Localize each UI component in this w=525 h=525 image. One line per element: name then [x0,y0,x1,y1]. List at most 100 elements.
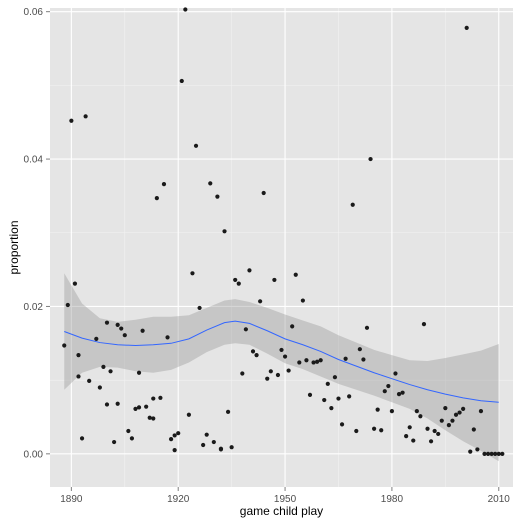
data-point [304,358,309,363]
x-tick-label: 1950 [274,494,297,505]
data-point [471,427,476,432]
data-point [439,418,444,423]
data-point [76,352,81,358]
y-tick-label: 0.06 [24,7,44,18]
data-point [432,428,437,434]
y-tick-label: 0.00 [24,449,44,460]
data-point [247,268,252,273]
data-point [425,426,430,431]
data-point [375,407,380,412]
x-tick-label: 1890 [60,494,83,505]
data-point [428,439,434,444]
data-point [485,451,491,456]
data-point [218,446,224,451]
data-point [108,369,113,374]
data-point [339,422,345,427]
data-point [172,448,177,453]
data-point [176,431,181,436]
data-point [136,370,142,375]
data-point [318,358,323,363]
data-point [186,412,191,417]
x-axis-title: game child play [240,504,323,518]
data-point [265,376,270,381]
data-point [368,156,373,162]
confidence-ribbon [64,273,499,462]
data-point [140,328,145,333]
data-point [407,425,412,430]
data-point [151,416,156,421]
data-point [500,451,505,456]
data-point [161,182,167,187]
data-point [97,385,102,390]
y-axis-title: proportion [7,220,21,274]
data-point [290,324,295,329]
data-point [411,438,416,443]
data-point [421,322,427,327]
data-point [357,347,362,352]
y-tick-label: 0.04 [24,155,44,166]
data-point [300,298,305,303]
data-point [87,378,92,383]
data-point [468,449,473,454]
data-point [275,372,281,378]
minor-gridlines [50,8,513,487]
data-point [382,389,387,394]
data-point [446,423,451,428]
data-point [478,409,484,414]
data-point [168,437,174,442]
data-point [72,281,78,286]
data-point [496,451,501,456]
data-point [325,381,330,386]
data-point [254,352,259,358]
data-point [322,397,327,403]
y-tick-label: 0.02 [24,302,44,313]
data-point [240,371,245,376]
data-point [268,369,273,374]
data-point [233,277,238,283]
data-point [282,354,288,359]
data-point [94,336,99,341]
data-point [172,433,177,438]
data-point [418,414,423,419]
data-point [400,390,405,395]
data-point [307,392,313,397]
data-point [211,439,216,445]
data-point [104,320,110,325]
panel-background [50,8,513,487]
data-point [222,229,227,234]
x-tick-label: 2010 [488,494,511,505]
data-point [136,405,142,410]
x-tick-label: 1980 [381,494,404,505]
data-point [386,383,391,389]
data-point [190,271,195,276]
data-point [354,428,359,434]
major-gridlines [50,8,513,487]
smooth-trend-line [64,320,499,403]
data-point [450,418,455,423]
data-point [79,436,85,441]
x-axis-ticks: 1890 1920 1950 1980 2010 [60,487,510,505]
data-point [343,356,348,361]
data-point [329,406,334,411]
data-point [229,445,234,450]
data-points [62,7,505,456]
data-point [332,375,338,380]
data-point [361,357,366,362]
data-point [347,394,352,399]
data-point [350,202,355,207]
data-point [436,431,441,437]
data-point [193,143,199,148]
data-point [443,406,448,411]
data-point [126,428,131,434]
data-point [336,396,341,401]
data-point [379,428,384,433]
data-point [250,349,256,354]
data-point [261,190,266,196]
data-point [165,335,170,340]
data-point [69,118,74,123]
data-point [183,7,188,12]
data-point [215,194,220,199]
data-point [201,442,206,448]
data-point [122,333,127,338]
